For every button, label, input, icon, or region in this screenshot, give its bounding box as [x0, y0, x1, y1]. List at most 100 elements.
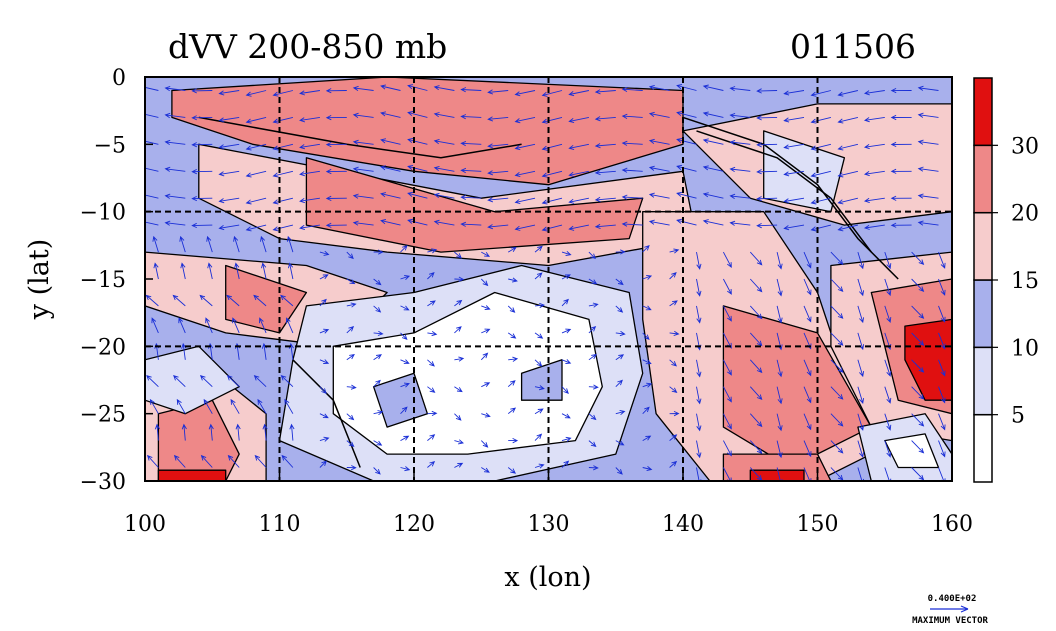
- wind-vector: [837, 90, 859, 97]
- wind-vector: [938, 440, 946, 458]
- wind-vector: [729, 166, 751, 172]
- wind-vector: [400, 435, 410, 441]
- wind-vector: [588, 440, 597, 448]
- y-tick-label: −30: [80, 470, 126, 495]
- wind-vector: [749, 305, 763, 320]
- wind-vector: [621, 221, 643, 227]
- wind-vector: [810, 90, 832, 97]
- wind-vector: [541, 116, 563, 124]
- y-tick-label: −25: [80, 403, 126, 428]
- wind-vector: [218, 116, 240, 123]
- wind-vector: [702, 192, 724, 199]
- wind-vector: [594, 143, 616, 149]
- wind-vector: [380, 219, 401, 226]
- wind-vector: [272, 116, 294, 124]
- wind-vector: [507, 407, 517, 415]
- colorbar-segment: [973, 346, 993, 416]
- wind-vector: [400, 466, 411, 472]
- wind-vector: [642, 435, 652, 441]
- wind-vector: [696, 413, 702, 432]
- wind-vector: [803, 413, 812, 431]
- y-tick-label: 0: [112, 66, 126, 91]
- wind-vector: [205, 317, 213, 334]
- wind-vector: [253, 294, 267, 307]
- wind-vector: [648, 111, 670, 118]
- wind-vector: [454, 276, 465, 282]
- wind-vector: [568, 143, 589, 151]
- wind-vector: [427, 386, 436, 393]
- wind-vector: [723, 440, 732, 457]
- wind-vector: [561, 436, 572, 442]
- wind-vector: [890, 141, 912, 148]
- wind-vector: [454, 356, 465, 362]
- wind-vector: [400, 332, 408, 341]
- wind-vector: [729, 193, 751, 199]
- x-axis-label: x (lon): [504, 562, 591, 593]
- wind-vector: [191, 222, 213, 229]
- wind-vector: [803, 251, 812, 269]
- wind-vector: [938, 251, 946, 269]
- wind-vector: [642, 382, 653, 388]
- wind-vector: [615, 354, 625, 361]
- wind-vector: [433, 112, 455, 118]
- wind-vector: [191, 169, 213, 175]
- wind-vector: [454, 386, 463, 393]
- wind-vector: [427, 434, 436, 441]
- wind-vector: [245, 116, 267, 124]
- x-axis-ticks: 100 110 120 130 140 150 160: [124, 473, 973, 537]
- wind-vector: [621, 194, 643, 200]
- wind-vector: [756, 88, 778, 94]
- wind-vector: [487, 116, 509, 122]
- colorbar-label: 15: [1011, 269, 1039, 294]
- wind-vector: [145, 294, 159, 307]
- wind-vector: [514, 197, 536, 205]
- wind-vector: [164, 85, 186, 92]
- wind-vector: [561, 298, 569, 307]
- wind-vector: [427, 271, 435, 280]
- wind-vector: [803, 359, 812, 377]
- y-axis-ticks: 0 −5 −10 −15 −20 −25 −30: [80, 66, 153, 495]
- wind-vector: [702, 84, 724, 91]
- wind-vector: [696, 467, 702, 481]
- wind-vector: [890, 87, 912, 94]
- wind-vector: [257, 398, 267, 414]
- wind-vector: [648, 219, 670, 226]
- wind-vector: [776, 440, 783, 459]
- wind-vector: [749, 278, 763, 293]
- y-tick-label: −5: [94, 133, 126, 158]
- x-tick-label: 100: [124, 512, 166, 537]
- wind-vector: [380, 84, 401, 91]
- wind-vector: [615, 467, 623, 475]
- vector-key-value: 0.400E+02: [928, 594, 977, 604]
- wind-vector: [837, 143, 859, 151]
- wind-vector: [588, 251, 596, 260]
- wind-vector: [615, 440, 625, 446]
- wind-vector: [319, 413, 329, 419]
- wind-vector: [380, 111, 401, 118]
- wind-vector: [460, 194, 482, 200]
- wind-vector: [433, 219, 455, 226]
- wind-vector: [346, 251, 354, 260]
- wind-vector: [938, 278, 946, 296]
- wind-vector: [245, 143, 267, 151]
- wind-vector: [427, 248, 438, 254]
- gridlines: [145, 77, 952, 481]
- wind-vector: [460, 140, 482, 147]
- wind-vector: [400, 244, 408, 253]
- wind-vector: [568, 197, 589, 204]
- wind-vector: [218, 143, 240, 150]
- wind-vector: [191, 88, 213, 94]
- wind-vector: [749, 359, 763, 374]
- wind-vector: [857, 278, 865, 297]
- wind-vector: [783, 143, 805, 150]
- wind-vector: [319, 250, 330, 256]
- wind-vector: [890, 168, 912, 174]
- wind-vector: [615, 305, 624, 313]
- wind-vector: [911, 440, 925, 454]
- wind-vector: [346, 278, 356, 285]
- wind-vector: [346, 413, 355, 421]
- wind-vector: [938, 332, 946, 350]
- wind-vector: [648, 165, 670, 172]
- wind-vector: [729, 86, 751, 92]
- colorbar-segment: [973, 279, 993, 349]
